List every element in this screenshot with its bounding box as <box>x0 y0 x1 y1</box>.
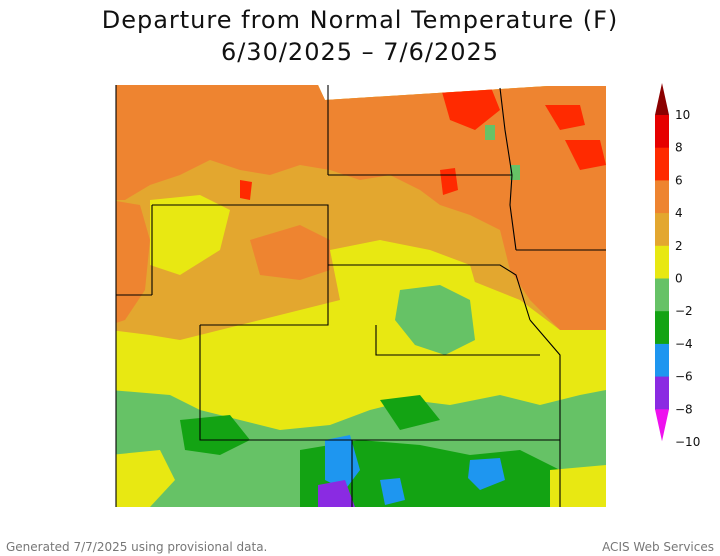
border-mo <box>529 319 561 507</box>
region-west-warm <box>116 200 150 325</box>
region-nebraska-cool <box>395 285 475 355</box>
hotspot-minnesota <box>545 105 585 130</box>
region-east-warm <box>500 220 606 330</box>
legend-tick-label: −6 <box>675 370 693 384</box>
region-plus-4-6 <box>116 85 606 250</box>
legend-arrow-bottom <box>655 409 669 442</box>
legend-tick-label: −2 <box>675 304 693 318</box>
legend-bin <box>655 343 669 378</box>
region-minus-6-8-west <box>325 435 360 490</box>
map-subtitle: 6/30/2025 – 7/6/2025 <box>220 38 500 66</box>
region-minus-8-10 <box>318 480 355 507</box>
legend-bin <box>655 245 669 279</box>
footer-source: ACIS Web Services <box>602 540 714 554</box>
region-central-warm <box>250 225 330 280</box>
legend-bin <box>655 115 669 149</box>
region-southeast-normal <box>550 465 606 507</box>
region-wyoming-normal <box>150 195 230 275</box>
legend-bin <box>655 376 669 410</box>
legend-tick-label: 0 <box>675 272 683 286</box>
legend-tick-label: 10 <box>675 108 690 122</box>
spot-cool-nd <box>485 125 495 140</box>
border-ne-ks <box>375 325 540 356</box>
legend-tick-label: −8 <box>675 402 693 416</box>
legend-tick-label: 6 <box>675 173 683 187</box>
border-nd-mn <box>499 87 517 251</box>
color-legend: 10 8 6 4 2 0 −2 −4 −6 −8 −10 <box>655 83 700 449</box>
legend-tick-label: 2 <box>675 239 683 253</box>
legend-tick-label: −4 <box>675 337 693 351</box>
legend-tick-label: 8 <box>675 141 683 155</box>
spot-cool-north <box>510 165 520 180</box>
border-colorado <box>199 325 376 441</box>
legend-bin <box>655 180 669 214</box>
region-kansas-cool <box>380 395 440 430</box>
hotspot-north-dakota <box>440 85 500 130</box>
region-minus-6-8-east <box>468 458 505 490</box>
border-sd-ne <box>328 264 531 321</box>
footer-generated: Generated 7/7/2025 using provisional dat… <box>6 540 268 554</box>
region-minus-4-6 <box>300 440 560 507</box>
state-borders <box>115 85 606 507</box>
region-colorado-cool <box>180 415 250 455</box>
legend-bin <box>655 213 669 247</box>
legend-bin <box>655 311 669 345</box>
map-regions <box>116 85 606 507</box>
region-southwest-normal <box>116 450 175 507</box>
legend-bin <box>655 278 669 312</box>
region-minus-6-8-south <box>380 478 405 505</box>
legend-arrow-top <box>655 83 669 115</box>
hotspot-minnesota-east <box>565 140 606 170</box>
hotspot-montana <box>240 180 252 200</box>
legend-tick-label: 4 <box>675 206 683 220</box>
legend-bin <box>655 147 669 181</box>
legend-tick-label: −10 <box>675 435 700 449</box>
map-title: Departure from Normal Temperature (F) <box>101 6 619 34</box>
